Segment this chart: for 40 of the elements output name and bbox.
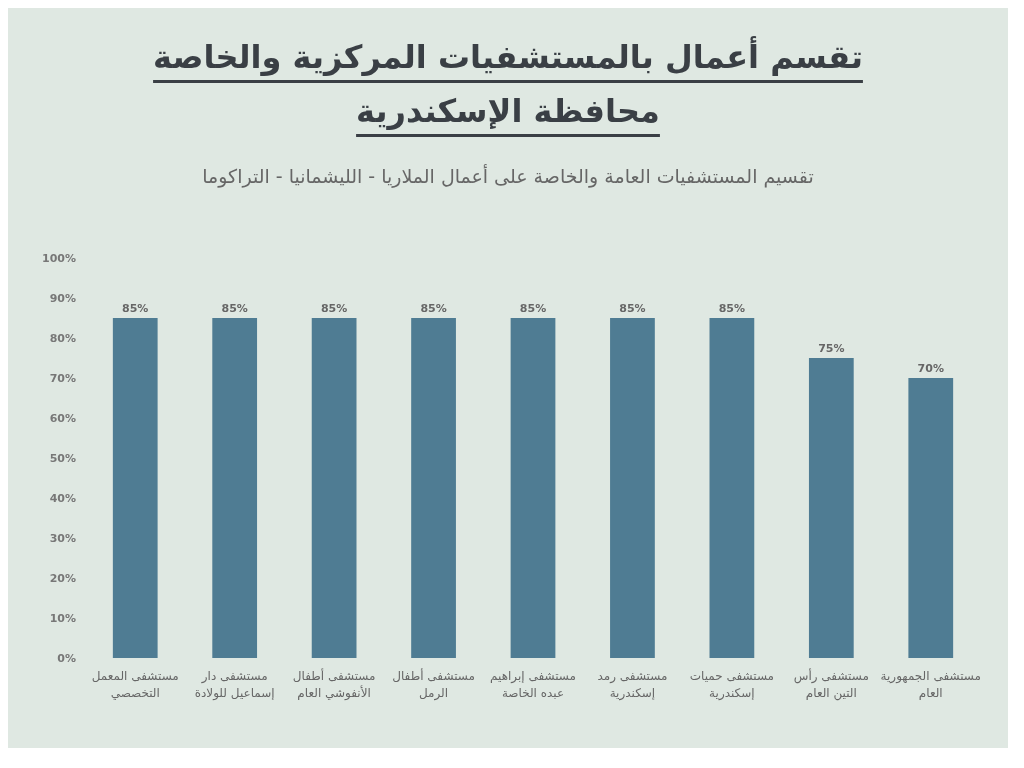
bar bbox=[510, 318, 556, 658]
bar bbox=[212, 318, 258, 658]
bar bbox=[808, 358, 854, 658]
y-tick-label: 10% bbox=[49, 611, 76, 625]
chart-title: تقسم أعمال بالمستشفيات المركزية والخاصة محافظة الإسكندرية bbox=[153, 36, 863, 130]
bar bbox=[908, 378, 954, 658]
y-tick-label: 70% bbox=[49, 371, 76, 385]
x-tick-label: مستشفى أطفال الأنفوشي العام bbox=[292, 668, 376, 701]
y-tick-label: 40% bbox=[49, 491, 76, 505]
data-label: 85% bbox=[519, 302, 547, 315]
y-tick-label: 80% bbox=[49, 331, 76, 345]
x-tick-label: مستشفى رأس التين العام bbox=[793, 668, 869, 701]
bar bbox=[311, 318, 357, 658]
x-tick-label: مستشفى الجمهورية العام bbox=[880, 669, 981, 700]
y-tick-label: 0% bbox=[57, 651, 76, 665]
x-tick-label: مستشفى رمد إسكندرية bbox=[597, 669, 668, 701]
x-tick-label: مستشفى أطفال الرمل bbox=[392, 668, 475, 701]
data-label: 75% bbox=[818, 342, 845, 355]
bar bbox=[112, 318, 158, 658]
y-tick-label: 90% bbox=[49, 291, 76, 305]
chart-subtitle: تقسيم المستشفيات العامة والخاصة على أعمال الملاريا - الليشمانيا - التراكوما bbox=[202, 164, 814, 188]
x-tick-label: مستشفى إبراهيم عبده الخاصة bbox=[490, 669, 576, 700]
bar bbox=[709, 318, 755, 658]
data-label: 85% bbox=[718, 302, 746, 315]
x-tick-label: مستشفى دار إسماعيل للولادة bbox=[194, 669, 275, 701]
data-label: 85% bbox=[221, 302, 248, 315]
x-tick-label: مستشفى حميات إسكندرية bbox=[689, 669, 775, 701]
data-label: 70% bbox=[917, 362, 944, 375]
y-tick-label: 30% bbox=[49, 531, 76, 545]
data-label: 85% bbox=[420, 302, 447, 315]
x-tick-label: مستشفى المعمل التخصصي bbox=[91, 669, 179, 700]
y-tick-label: 50% bbox=[49, 451, 76, 465]
bar bbox=[610, 318, 655, 658]
y-tick-label: 20% bbox=[49, 571, 76, 585]
data-label: 85% bbox=[320, 302, 348, 315]
y-tick-label: 60% bbox=[49, 411, 76, 425]
bar bbox=[411, 318, 456, 658]
data-label: 85% bbox=[122, 302, 149, 315]
y-tick-label: 100% bbox=[42, 251, 76, 265]
data-label: 85% bbox=[619, 302, 646, 315]
